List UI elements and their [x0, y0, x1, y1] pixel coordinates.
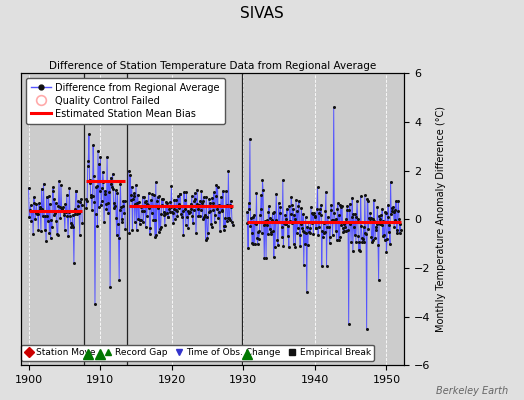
Y-axis label: Monthly Temperature Anomaly Difference (°C): Monthly Temperature Anomaly Difference (… [436, 106, 446, 332]
Text: Berkeley Earth: Berkeley Earth [436, 386, 508, 396]
Title: Difference of Station Temperature Data from Regional Average: Difference of Station Temperature Data f… [49, 61, 377, 71]
Legend: Station Move, Record Gap, Time of Obs. Change, Empirical Break: Station Move, Record Gap, Time of Obs. C… [21, 344, 374, 361]
Text: SIVAS: SIVAS [240, 6, 284, 21]
